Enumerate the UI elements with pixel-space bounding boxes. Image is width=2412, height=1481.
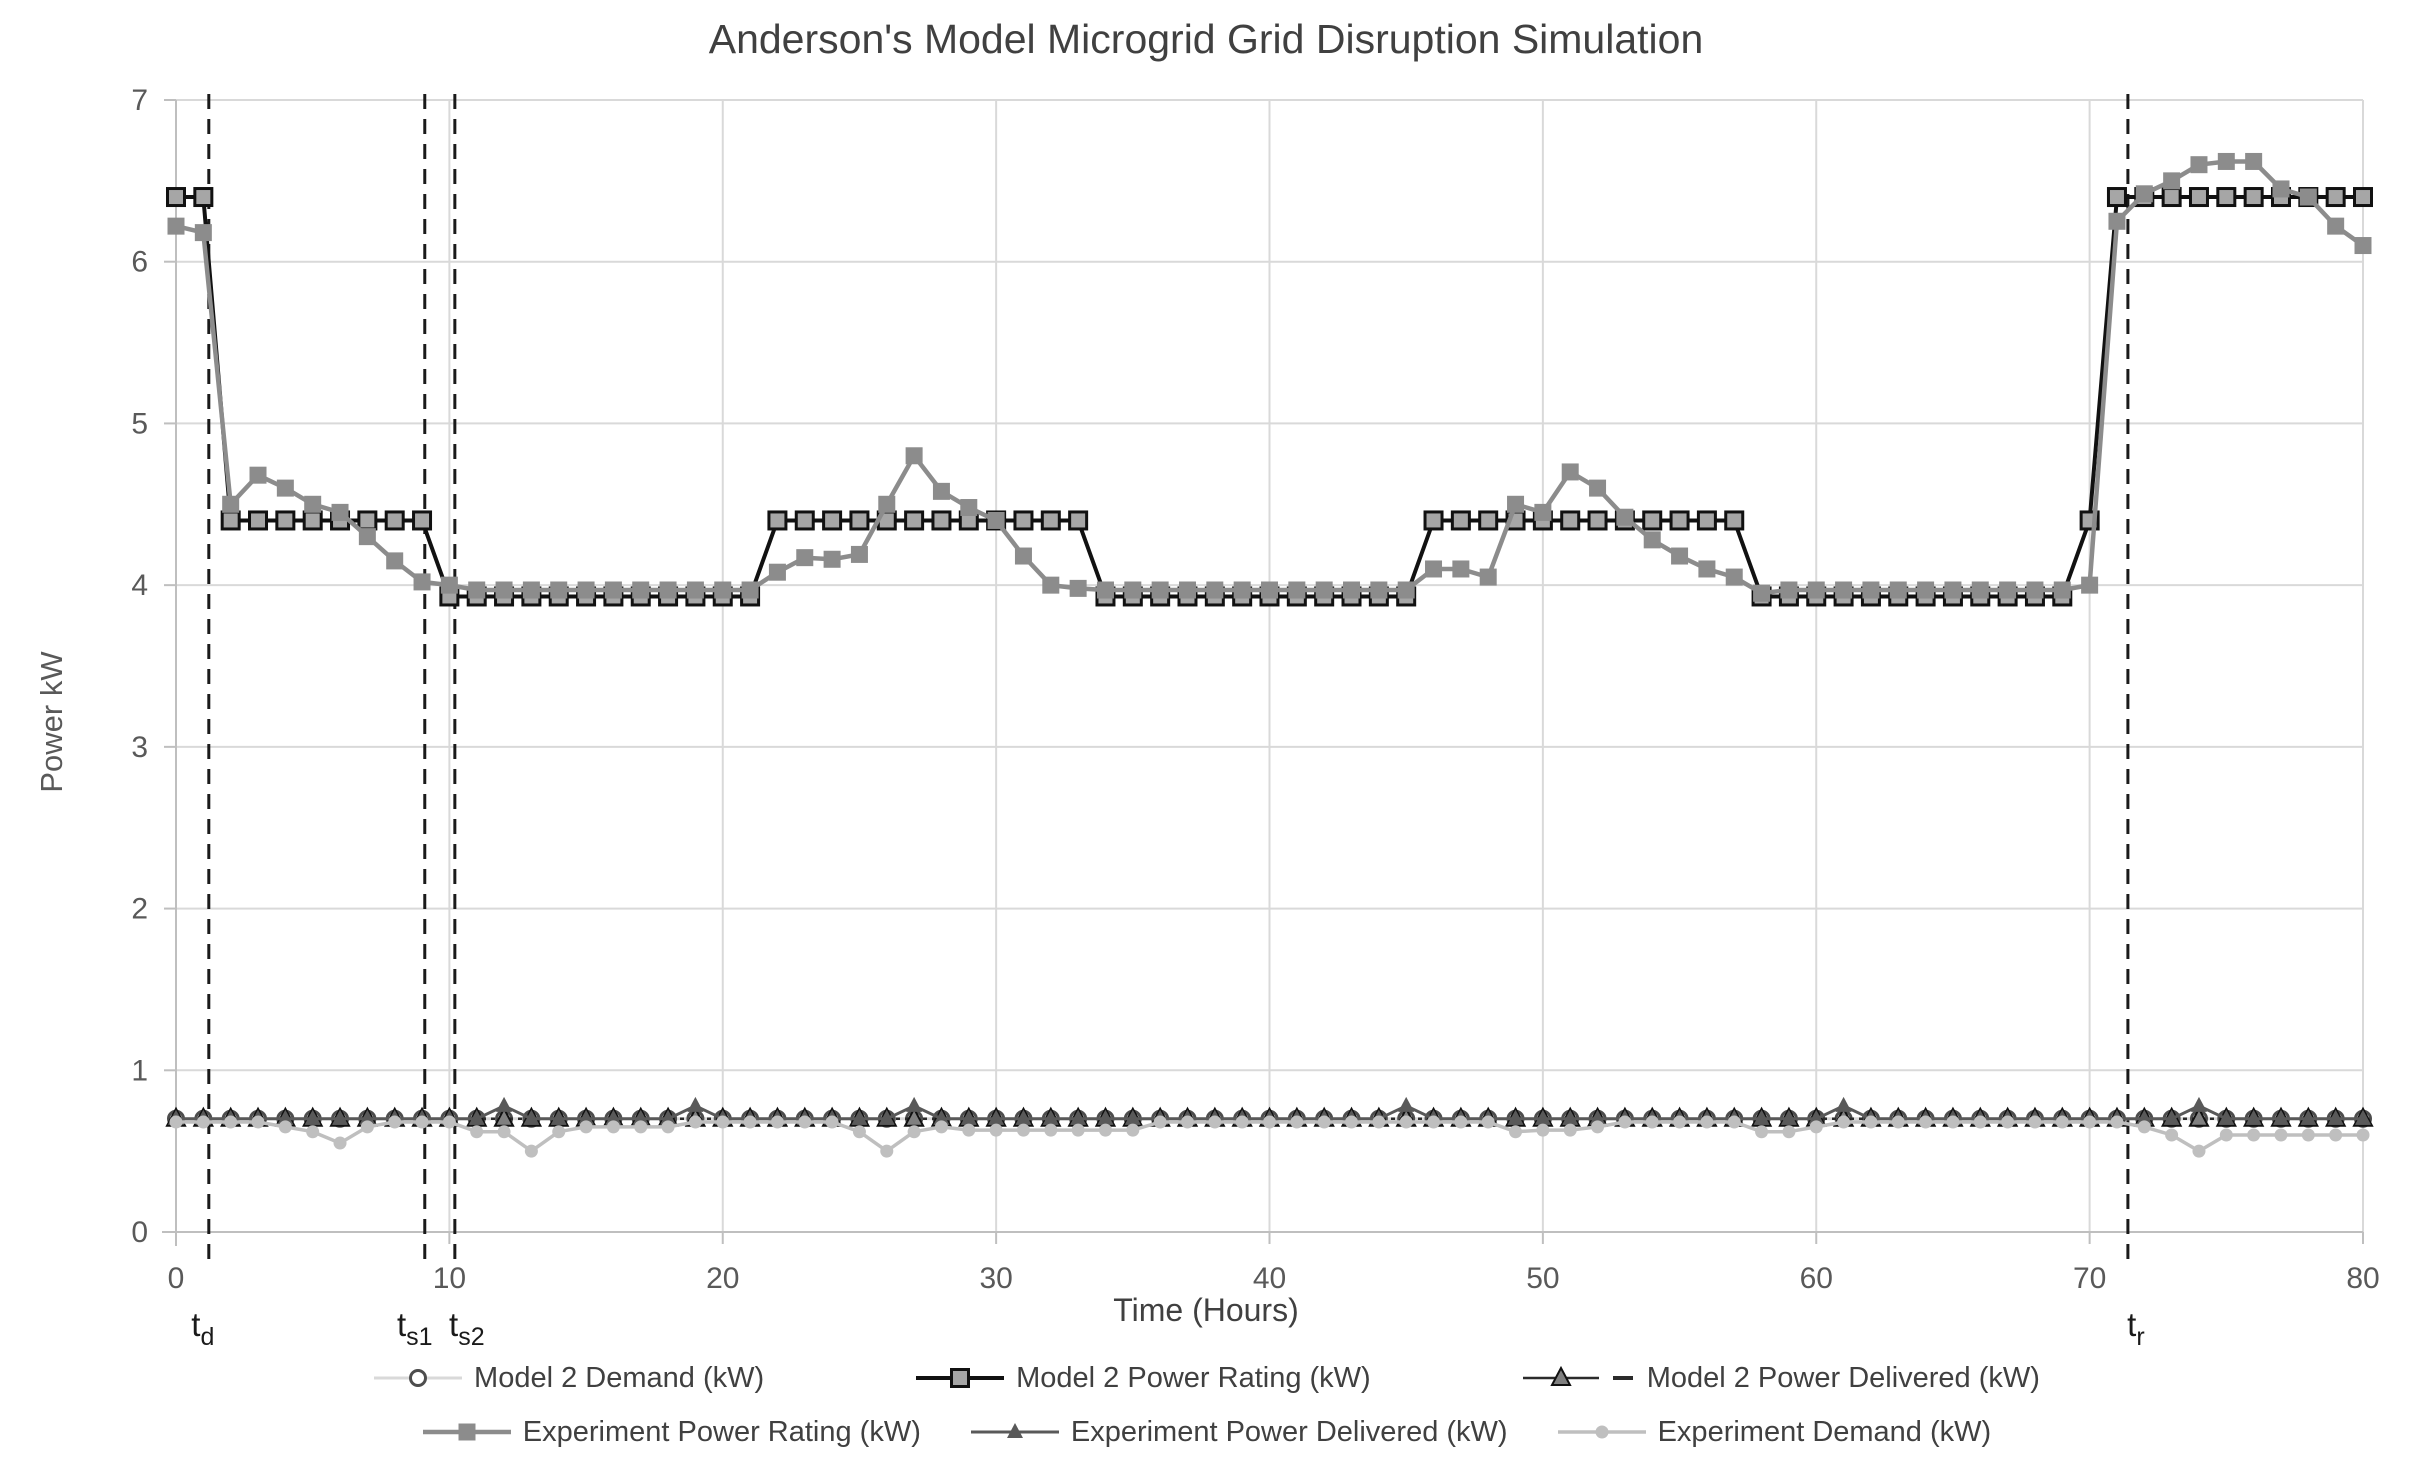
y-tick-label: 6 bbox=[131, 246, 148, 279]
y-tick-label: 1 bbox=[131, 1054, 148, 1087]
y-tick-label: 5 bbox=[131, 407, 148, 440]
series-experiment-demand-kw bbox=[169, 1115, 2370, 1158]
legend-label-model-2-power-rating-kw: Model 2 Power Rating (kW) bbox=[1016, 1361, 1371, 1394]
annotation-label-t_r: tr bbox=[2127, 1306, 2145, 1351]
annotation-label-t_d: td bbox=[191, 1306, 214, 1351]
x-axis-title: Time (Hours) bbox=[1113, 1292, 1299, 1328]
legend-item-experiment-power-rating-kw: Experiment Power Rating (kW) bbox=[421, 1416, 921, 1449]
legend-swatch-model-2-power-delivered-kw bbox=[1522, 1365, 1633, 1386]
y-tick-label: 7 bbox=[131, 84, 148, 117]
x-tick-label: 10 bbox=[433, 1262, 466, 1295]
legend-swatch-experiment-demand-kw bbox=[1557, 1425, 1646, 1439]
x-tick-label: 50 bbox=[1526, 1262, 1559, 1295]
legend-swatch-model-2-power-rating-kw bbox=[916, 1368, 1005, 1388]
annotation-label-t_s1: ts1 bbox=[397, 1306, 433, 1351]
x-tick-label: 0 bbox=[168, 1262, 185, 1295]
legend-item-model-2-demand-kw: Model 2 Demand (kW) bbox=[372, 1362, 764, 1395]
legend-swatch-model-2-demand-kw bbox=[374, 1369, 463, 1387]
annotation-label-t_s2: ts2 bbox=[449, 1306, 485, 1351]
legend-label-model-2-demand-kw: Model 2 Demand (kW) bbox=[474, 1361, 765, 1394]
legend-row-2: Experiment Power Rating (kW) Experiment P… bbox=[0, 1412, 2412, 1452]
legend-item-experiment-power-delivered-kw: Experiment Power Delivered (kW) bbox=[969, 1416, 1508, 1449]
legend-label-experiment-power-rating-kw: Experiment Power Rating (kW) bbox=[522, 1415, 921, 1448]
legend-label-experiment-power-delivered-kw: Experiment Power Delivered (kW) bbox=[1070, 1415, 1508, 1448]
y-tick-label: 4 bbox=[131, 569, 148, 602]
legend-label-model-2-power-delivered-kw: Model 2 Power Delivered (kW) bbox=[1646, 1361, 2040, 1394]
x-tick-label: 70 bbox=[2073, 1262, 2106, 1295]
legend-swatch-experiment-power-delivered-kw bbox=[970, 1423, 1059, 1438]
y-tick-label: 0 bbox=[131, 1216, 148, 1249]
y-tick-label: 3 bbox=[131, 731, 148, 764]
legend-swatch-experiment-power-rating-kw bbox=[422, 1423, 511, 1441]
legend: Model 2 Demand (kW) Model 2 Power Rating … bbox=[0, 1358, 2412, 1466]
legend-item-model-2-power-delivered-kw: Model 2 Power Delivered (kW) bbox=[1521, 1362, 2040, 1395]
legend-item-model-2-power-rating-kw: Model 2 Power Rating (kW) bbox=[914, 1362, 1371, 1395]
legend-label-experiment-demand-kw: Experiment Demand (kW) bbox=[1657, 1415, 1992, 1448]
x-tick-label: 80 bbox=[2346, 1262, 2379, 1295]
x-tick-label: 20 bbox=[706, 1262, 739, 1295]
y-axis-title: Power kW bbox=[34, 651, 69, 793]
legend-row-1: Model 2 Demand (kW) Model 2 Power Rating … bbox=[0, 1358, 2412, 1398]
series-experiment-power-rating-kw bbox=[167, 152, 2372, 602]
x-tick-label: 60 bbox=[1800, 1262, 1833, 1295]
x-tick-label: 40 bbox=[1253, 1262, 1286, 1295]
chart-title: Anderson's Model Microgrid Grid Disrupti… bbox=[708, 16, 1704, 62]
y-tick-label: 2 bbox=[131, 893, 148, 926]
legend-item-experiment-demand-kw: Experiment Demand (kW) bbox=[1556, 1415, 1992, 1449]
x-tick-label: 30 bbox=[979, 1262, 1012, 1295]
